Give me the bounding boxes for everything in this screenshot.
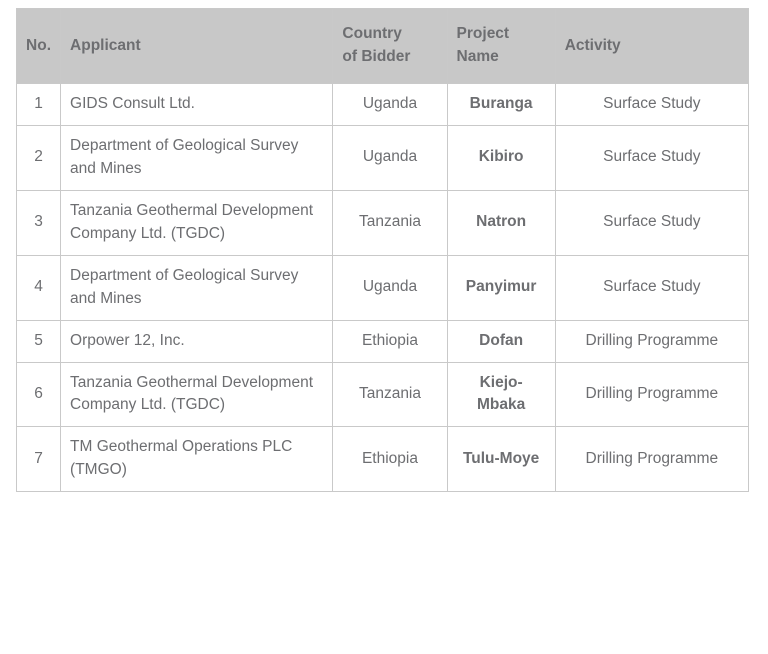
cell-project-name: Natron [446, 189, 556, 256]
cell-activity: Surface Study [554, 83, 750, 126]
cell-project-name: Kiejo-Mbaka [446, 361, 556, 428]
table-header-row: No. Applicant Country of Bidder Project … [15, 8, 750, 84]
cell-no: 5 [15, 319, 62, 363]
cell-project-name: Tulu-Moye [446, 426, 556, 493]
cell-project-name: Kibiro [446, 124, 556, 191]
table-row: 5 Orpower 12, Inc. Ethiopia Dofan Drilling P… [15, 319, 750, 363]
cell-no: 1 [15, 83, 62, 126]
cell-applicant: Tanzania Geothermal Development Company … [60, 189, 334, 256]
cell-country-of-bidder: Ethiopia [332, 319, 448, 363]
cell-activity: Drilling Programme [554, 319, 750, 363]
column-header-country-line-2: of Bidder [342, 48, 411, 65]
cell-activity: Surface Study [554, 189, 750, 256]
cell-country-of-bidder: Uganda [332, 83, 448, 126]
cell-activity: Drilling Programme [554, 361, 750, 428]
cell-no: 6 [15, 361, 62, 428]
column-header-applicant: Applicant [60, 8, 334, 84]
cell-applicant: Orpower 12, Inc. [60, 319, 334, 363]
table-row: 2 Department of Geological Survey and Min… [15, 124, 750, 191]
cell-country-of-bidder: Uganda [332, 124, 448, 191]
column-header-project-line-1: Project [456, 25, 510, 43]
cell-no: 3 [15, 189, 62, 256]
cell-country-of-bidder: Tanzania [332, 361, 448, 428]
cell-country-of-bidder: Ethiopia [332, 426, 448, 493]
cell-project-name: Dofan [446, 319, 556, 363]
cell-applicant: Department of Geological Survey and Mine… [60, 254, 334, 321]
cell-applicant: GIDS Consult Ltd. [60, 83, 334, 126]
cell-no: 4 [15, 254, 62, 321]
cell-project-name: Buranga [446, 83, 556, 126]
column-header-country-of-bidder: Country of Bidder [332, 8, 448, 84]
cell-applicant: TM Geothermal Operations PLC (TMGO) [60, 426, 334, 493]
table-row: 3 Tanzania Geothermal Development Company… [15, 189, 750, 256]
cell-country-of-bidder: Uganda [332, 254, 448, 321]
cell-applicant: Tanzania Geothermal Development Company … [60, 361, 334, 428]
cell-activity: Surface Study [554, 254, 750, 321]
cell-applicant: Department of Geological Survey and Mine… [60, 124, 334, 191]
column-header-no: No. [15, 8, 62, 84]
cell-project-name: Panyimur [446, 254, 556, 321]
cell-country-of-bidder: Tanzania [332, 189, 448, 256]
cell-no: 2 [15, 124, 62, 191]
table-row: 6 Tanzania Geothermal Development Company… [15, 361, 750, 428]
column-header-activity: Activity [554, 8, 750, 84]
cell-no: 7 [15, 426, 62, 493]
table-header: No. Applicant Country of Bidder Project … [15, 8, 750, 84]
column-header-project-line-2: Name [456, 48, 499, 65]
table-row: 1 GIDS Consult Ltd. Uganda Buranga Surface S… [15, 83, 750, 126]
cell-activity: Surface Study [554, 124, 750, 191]
table-row: 7 TM Geothermal Operations PLC (TMGO) Ethi… [15, 426, 750, 493]
column-header-country-line-1: Country [342, 25, 402, 43]
cell-activity: Drilling Programme [554, 426, 750, 493]
column-header-project-name: Project Name [446, 8, 556, 84]
applicants-table-container: No. Applicant Country of Bidder Project … [15, 8, 750, 493]
table-body: 1 GIDS Consult Ltd. Uganda Buranga Surface S… [15, 83, 750, 493]
table-row: 4 Department of Geological Survey and Min… [15, 254, 750, 321]
geothermal-applicants-table: No. Applicant Country of Bidder Project … [15, 8, 750, 493]
